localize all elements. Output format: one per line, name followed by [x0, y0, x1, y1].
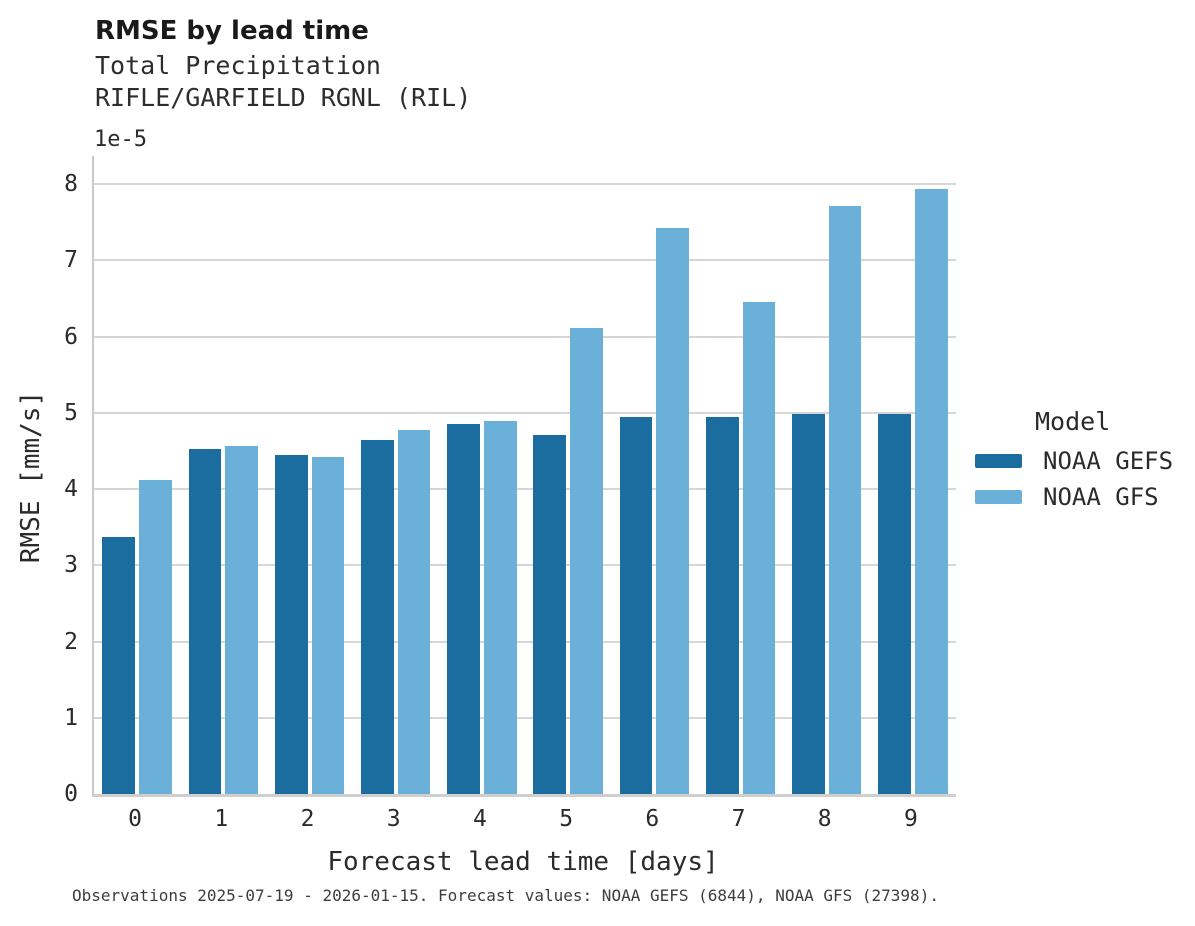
y-tick-label: 8	[64, 171, 78, 198]
y-tick-label: 3	[64, 552, 78, 579]
y-tick-label: 6	[64, 323, 78, 350]
x-tick-label: 3	[386, 806, 401, 832]
x-tick-label: 0	[128, 806, 143, 832]
y-tick-label: 7	[64, 247, 78, 274]
chart-subtitle-station: RIFLE/GARFIELD RGNL (RIL)	[95, 83, 472, 112]
gridlines	[94, 156, 956, 794]
caption: Observations 2025-07-19 - 2026-01-15. Fo…	[72, 886, 939, 905]
bar-noaa-gefs	[619, 416, 653, 794]
bar-group	[180, 156, 266, 794]
legend-item: NOAA GFS	[975, 483, 1173, 511]
x-tick-label: 4	[472, 806, 487, 832]
gridline	[94, 640, 956, 643]
x-axis-title: Forecast lead time [days]	[327, 847, 719, 877]
bar-noaa-gfs	[656, 227, 690, 794]
bar-noaa-gfs	[742, 301, 776, 794]
bar-noaa-gefs	[791, 414, 825, 794]
bar-noaa-gfs	[483, 421, 517, 794]
bar-group	[353, 156, 439, 794]
x-tick-label: 1	[214, 806, 229, 832]
legend-swatch-noaa-gfs	[975, 490, 1022, 504]
bar-noaa-gfs	[828, 206, 862, 794]
legend-label: NOAA GFS	[1043, 483, 1159, 511]
legend-swatch-noaa-gefs	[975, 454, 1022, 468]
legend-label: NOAA GEFS	[1043, 447, 1174, 475]
bar-noaa-gfs	[311, 457, 345, 794]
bar-noaa-gefs	[878, 413, 911, 794]
bar-noaa-gefs	[447, 424, 480, 794]
gridline	[94, 335, 956, 338]
gridline	[94, 411, 956, 414]
chart-subtitle-variable: Total Precipitation	[95, 51, 381, 80]
bar-noaa-gfs	[397, 429, 431, 794]
bar-group	[266, 156, 352, 794]
legend-title: Model	[1035, 407, 1111, 436]
bar-noaa-gefs	[102, 537, 136, 794]
x-tick-label: 2	[300, 806, 315, 832]
bar-noaa-gefs	[274, 454, 308, 794]
x-tick-label: 5	[559, 806, 574, 832]
bar-noaa-gfs	[570, 328, 603, 794]
bar-group	[784, 156, 870, 794]
gridline	[94, 183, 956, 186]
x-tick-label: 9	[904, 806, 918, 832]
y-axis-tick-labels: 0 1 2 3 4 5 6 7 8	[0, 156, 78, 807]
chart-title: RMSE by lead time	[95, 16, 369, 46]
bar-groups	[94, 156, 956, 794]
gridline	[94, 564, 956, 567]
bar-noaa-gefs	[705, 416, 739, 794]
bar-noaa-gfs	[139, 479, 172, 794]
legend-item: NOAA GEFS	[975, 447, 1174, 475]
bar-noaa-gefs	[533, 434, 567, 794]
gridline	[94, 259, 956, 262]
y-axis-offset-label: 1e-5	[94, 127, 147, 152]
x-tick-label: 8	[817, 806, 832, 832]
legend-items: NOAA GEFS NOAA GFS	[975, 447, 1174, 511]
x-axis-tick-labels: 0 1 2 3 4 5 6 7 8 9	[92, 806, 954, 832]
y-tick-label: 2	[64, 628, 78, 655]
y-tick-label: 0	[64, 781, 78, 807]
plot-area	[92, 156, 956, 797]
bar-noaa-gefs	[360, 440, 394, 794]
bar-group	[525, 156, 611, 794]
bar-group	[697, 156, 783, 794]
y-tick-label: 5	[64, 399, 78, 426]
x-tick-label: 7	[731, 806, 746, 832]
x-tick-label: 6	[645, 806, 660, 832]
bar-group	[870, 156, 956, 794]
bar-noaa-gfs	[225, 446, 259, 794]
bar-group	[439, 156, 525, 794]
bar-noaa-gfs	[914, 188, 948, 794]
y-tick-label: 1	[64, 704, 78, 731]
bar-noaa-gefs	[188, 449, 222, 794]
gridline	[94, 488, 956, 491]
bar-group	[611, 156, 697, 794]
legend: Model NOAA GEFS NOAA GFS	[975, 407, 1173, 520]
bar-group	[94, 156, 180, 794]
y-tick-label: 4	[64, 476, 78, 503]
gridline	[94, 716, 956, 719]
